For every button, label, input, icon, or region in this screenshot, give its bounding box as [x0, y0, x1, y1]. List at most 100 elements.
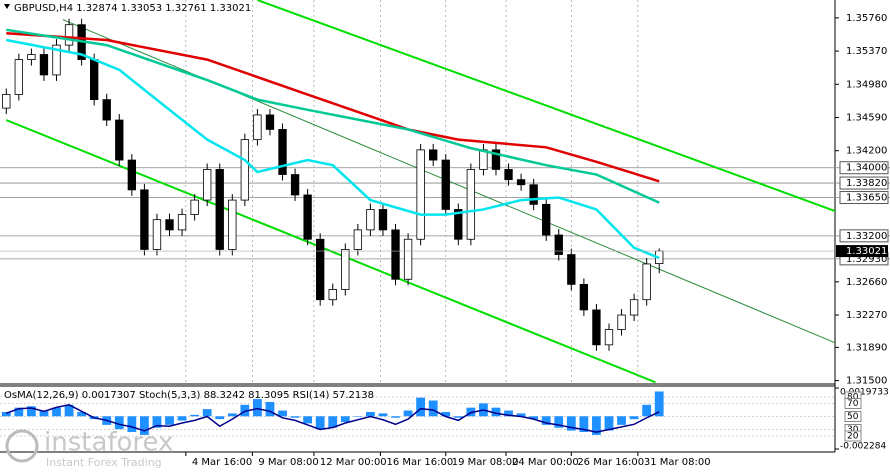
x-tick-label: 19 Mar 08:00	[452, 457, 519, 468]
x-tick-label: 12 Mar 00:00	[320, 457, 387, 468]
osma-bar	[441, 411, 451, 417]
y-tick-label: 1.31500	[846, 376, 887, 387]
candle-body	[378, 209, 388, 231]
candle-body	[391, 229, 400, 280]
osma-bar	[592, 416, 601, 435]
osma-bar	[579, 416, 589, 433]
osma-bar	[453, 416, 463, 418]
candle-body	[516, 179, 526, 186]
osma-bar	[177, 416, 187, 421]
axes: 4 Mar 16:00 9 Mar 08:00 12 Mar 00:00 16 Mar…	[185, 13, 890, 468]
rsi-tick-label: 80	[847, 393, 859, 403]
level-label-box	[839, 229, 889, 243]
candle-body	[542, 203, 551, 236]
candle-body	[454, 209, 463, 240]
x-tick-label: 4 Mar 16:00	[192, 457, 252, 468]
y-tick-label: 1.32660	[846, 277, 887, 288]
candle-body	[127, 159, 137, 191]
price-plot	[0, 0, 835, 384]
candle-body	[102, 99, 111, 121]
osma-bar	[290, 416, 300, 418]
candle-body	[253, 114, 262, 141]
osma-bar	[617, 416, 626, 425]
osma-bar	[64, 404, 74, 417]
y-tick-label: 1.34200	[846, 146, 887, 157]
indicator-label: OsMA(12,26,9) 0.0017307 Stoch(5,3,3) 88.…	[4, 390, 374, 401]
trend-line	[257, 0, 835, 213]
candle-body	[629, 299, 639, 316]
osma-bar	[340, 416, 350, 423]
candle-body	[441, 159, 450, 210]
watermark-logo	[5, 429, 39, 463]
osma-bar	[39, 410, 49, 417]
osma-bar	[165, 416, 174, 425]
osma-bar	[152, 416, 162, 428]
osma-bar	[190, 414, 200, 417]
candle-body	[290, 174, 300, 196]
candle-body	[215, 169, 224, 250]
current-price-label: 1.33021	[846, 246, 887, 257]
osma-bar	[391, 416, 400, 418]
y-tick-label: 1.31890	[846, 342, 887, 353]
candle-body	[554, 234, 563, 255]
candle-body	[52, 44, 61, 76]
candle-body	[2, 94, 11, 109]
candle-body	[429, 149, 438, 161]
osma-bar	[215, 416, 225, 420]
osma-bar	[227, 413, 237, 417]
rsi-tick-label: 50	[847, 412, 859, 422]
moving-average	[6, 28, 660, 204]
rsi-tick-label: 30	[847, 425, 859, 435]
candle-body	[366, 209, 375, 231]
osma-bar	[654, 391, 664, 417]
osma-bar	[642, 404, 652, 417]
candle-body	[341, 249, 350, 290]
watermark: instaforex Instant Forex Trading	[5, 428, 173, 469]
rsi-line	[6, 404, 660, 433]
rsi-tick-label: 70	[847, 399, 859, 409]
candle-body	[604, 329, 614, 346]
candle-body	[190, 199, 199, 215]
level-label: 1.32930	[846, 254, 887, 265]
level-label-box	[839, 161, 889, 175]
y-tick-label: 1.35370	[846, 46, 887, 57]
chart-title: GBPUSD,H4 1.32874 1.33053 1.32761 1.3302…	[14, 3, 251, 14]
candle-body	[203, 169, 212, 201]
symbol-icon	[4, 4, 10, 9]
osma-bar	[315, 416, 325, 430]
osma-bar	[1, 411, 11, 417]
x-tick-label: 24 Mar 00:00	[512, 457, 579, 468]
osma-bar	[604, 416, 614, 431]
x-tick-label: 26 Mar 16:00	[577, 457, 644, 468]
osma-bar	[366, 411, 375, 417]
candle-body	[265, 114, 275, 130]
x-tick-label: 31 Mar 08:00	[644, 457, 711, 468]
osma-bar	[127, 416, 137, 433]
candle-body	[491, 149, 501, 170]
candle-body	[592, 309, 601, 346]
candle-body	[177, 214, 187, 231]
candle-body	[64, 24, 74, 46]
candle-body	[504, 169, 513, 181]
osma-bar	[516, 413, 526, 417]
osma-bar	[77, 411, 87, 417]
osma-bar	[416, 397, 426, 417]
rsi-tick-box	[844, 411, 862, 422]
osma-bar	[140, 416, 149, 435]
osma-bar	[278, 410, 287, 417]
osma-bar	[529, 416, 539, 420]
y-tick-label: 1.34590	[846, 112, 887, 123]
candle-body	[617, 314, 626, 330]
candle-body	[567, 254, 576, 285]
osma-bar	[428, 400, 438, 417]
watermark-tagline: Instant Forex Trading	[46, 456, 162, 469]
candle-body	[303, 194, 312, 240]
moving-average	[6, 38, 660, 260]
candle-body	[115, 119, 124, 161]
candle-body	[152, 219, 162, 250]
osma-bar	[491, 407, 501, 417]
candle-body	[278, 129, 287, 175]
rsi-tick-label: 20	[847, 432, 859, 442]
osma-bar	[52, 407, 61, 417]
y-tick-label: 1.35760	[846, 13, 887, 24]
